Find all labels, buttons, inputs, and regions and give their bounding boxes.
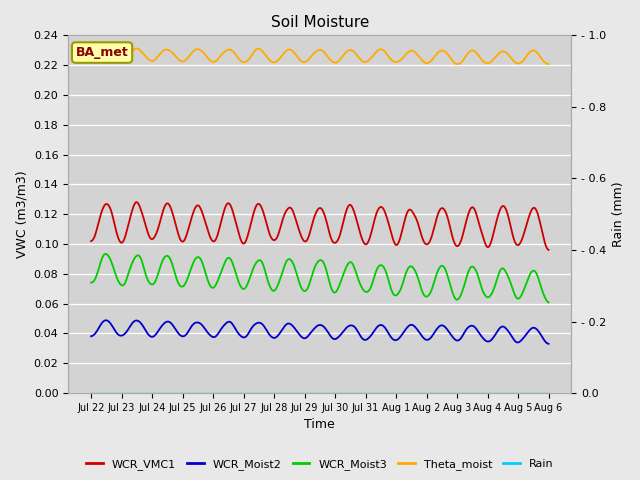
Y-axis label: VWC (m3/m3): VWC (m3/m3) [15,170,28,258]
X-axis label: Time: Time [305,419,335,432]
Legend: WCR_VMC1, WCR_Moist2, WCR_Moist3, Theta_moist, Rain: WCR_VMC1, WCR_Moist2, WCR_Moist3, Theta_… [82,455,558,474]
Title: Soil Moisture: Soil Moisture [271,15,369,30]
Y-axis label: Rain (mm): Rain (mm) [612,181,625,247]
Text: BA_met: BA_met [76,46,129,59]
